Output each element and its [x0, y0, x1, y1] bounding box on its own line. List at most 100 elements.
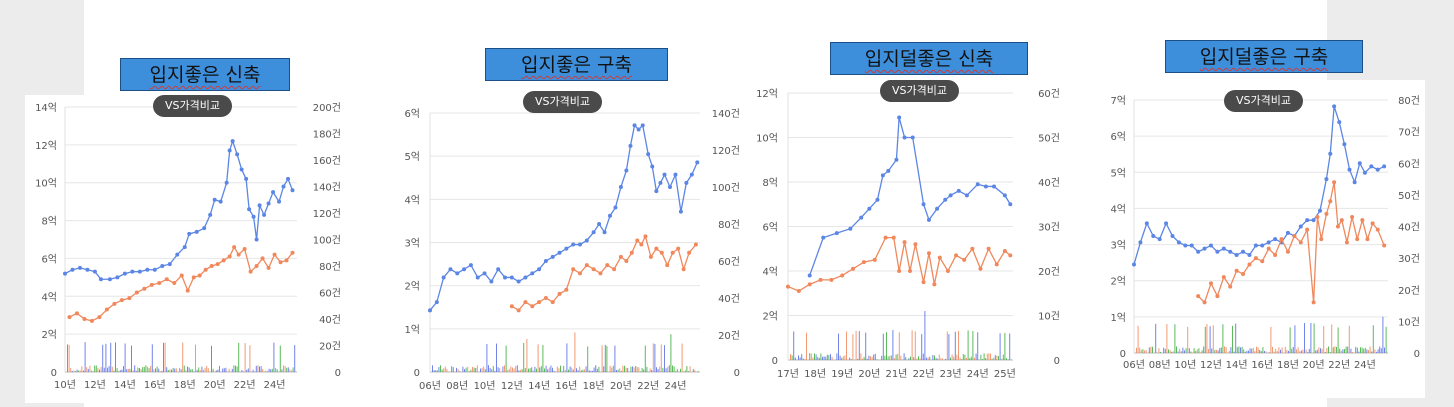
chart-1-series-1-point	[224, 180, 229, 185]
chart-4-series-1-point	[1266, 240, 1271, 245]
chart-1-volume-bar	[265, 370, 267, 372]
chart-1-x-tick: 18년	[174, 379, 196, 391]
chart-2-left-tick: 3억	[404, 238, 420, 250]
chart-3-volume-bar	[846, 331, 847, 360]
chart-3-x-tick: 19년	[831, 368, 853, 380]
chart-3-series-2-point	[786, 284, 790, 289]
chart-4-series-2-point	[1273, 252, 1278, 257]
chart-2-volume-bar	[598, 366, 600, 372]
chart-2-volume-bar	[620, 370, 622, 372]
chart-2-volume-bar	[456, 367, 457, 372]
chart-2-volume-bar	[630, 366, 632, 372]
chart-1-volume-bar	[268, 368, 270, 372]
chart-4-series-2-point	[1196, 294, 1201, 299]
chart-3-volume-bar	[818, 357, 820, 360]
chart-3-series-2-point	[902, 240, 907, 245]
chart-1-series-1-point	[230, 139, 235, 144]
chart-2-x-tick: 12년	[501, 380, 523, 392]
chart-1-series-2-point	[142, 286, 147, 291]
chart-1-series-2-point	[179, 273, 184, 278]
chart-2-volume-bar	[510, 366, 512, 372]
chart-4-volume-bar	[1238, 346, 1240, 353]
chart-3-series-2-point	[872, 257, 877, 262]
chart-2-volume-bar	[609, 365, 611, 372]
chart-3-series-1-point	[886, 168, 891, 173]
chart-2-series-2-point	[516, 308, 521, 313]
chart-2-series-2-point	[598, 271, 603, 276]
chart-4-volume-bar	[1220, 347, 1222, 353]
chart-3-volume-bar	[892, 330, 894, 360]
chart-2-volume-bar	[515, 366, 517, 372]
chart-4-volume-bar	[1360, 347, 1361, 353]
chart-1-volume-bar	[127, 369, 129, 372]
chart-1-volume-bar	[195, 344, 196, 372]
chart-4-series-1-point	[1305, 218, 1310, 223]
chart-2-series-2-point	[537, 300, 542, 305]
chart-2-series-1-point	[578, 242, 582, 247]
chart-3-series-2-point	[883, 235, 888, 240]
chart-2-volume-bar	[619, 368, 621, 372]
chart-3-volume-bar	[926, 357, 927, 360]
chart-1-volume-bar	[185, 370, 187, 372]
chart-1-series-2-point	[172, 281, 177, 286]
chart-1-compare-button[interactable]: VS가격비교	[153, 95, 232, 117]
chart-4-volume-bar	[1225, 347, 1227, 353]
chart-2-volume-bar	[641, 367, 643, 372]
chart-4-series-1-point	[1362, 170, 1367, 175]
chart-1-right-tick: 40건	[319, 314, 341, 326]
chart-2-volume-bar	[481, 367, 483, 372]
chart-4-series-2-point	[1253, 256, 1258, 261]
chart-1-volume-bar	[171, 369, 172, 372]
chart-3-x-tick: 20년	[858, 368, 880, 380]
chart-4-volume-bar	[1379, 346, 1381, 353]
chart-3-volume-bar	[794, 357, 796, 360]
chart-2-volume-bar	[464, 369, 465, 372]
chart-4-x-tick: 20년	[1303, 359, 1325, 371]
chart-2-compare-button[interactable]: VS가격비교	[523, 91, 602, 113]
chart-2-volume-bar	[611, 367, 613, 372]
chart-1-x-tick: 22년	[234, 379, 256, 391]
chart-3-volume-bar	[954, 331, 956, 360]
chart-2-series-2-point	[687, 250, 692, 255]
chart-1-series-1-point	[218, 199, 223, 204]
chart-3-series-2-point	[796, 289, 801, 294]
chart-2-volume-bar	[436, 370, 438, 372]
chart-4-compare-button[interactable]: VS가격비교	[1224, 90, 1303, 112]
chart-3-x-tick: 23년	[940, 368, 962, 380]
chart-2-left-tick: 4억	[404, 194, 420, 206]
chart-3-series-1-point	[859, 215, 864, 220]
chart-3-volume-bar	[849, 357, 851, 360]
chart-1-x-tick: 10년	[54, 379, 76, 391]
chart-1-volume-bar	[180, 369, 182, 372]
chart-3-volume-bar	[812, 357, 814, 360]
chart-3-right-tick: 30건	[1038, 222, 1060, 234]
chart-4-series-2-point	[1311, 300, 1316, 305]
chart-1-volume-bar	[89, 365, 91, 372]
chart-2-series-1-point	[658, 180, 663, 185]
chart-3-volume-bar	[972, 331, 974, 360]
chart-3-volume-bar	[881, 355, 883, 360]
chart-1-volume-bar	[147, 366, 148, 372]
chart-3-volume-bar	[884, 355, 886, 360]
chart-4-volume-bar	[1152, 346, 1153, 353]
chart-2-series-1-point	[489, 279, 494, 284]
chart-2-series-1-point	[462, 267, 467, 272]
chart-2-volume-bar	[465, 367, 467, 372]
chart-4-volume-bar	[1337, 327, 1339, 353]
chart-3-compare-button[interactable]: VS가격비교	[880, 80, 959, 102]
chart-4-series-2-point	[1305, 227, 1310, 232]
chart-3-volume-bar	[918, 356, 919, 360]
chart-2-series-2-point	[564, 287, 569, 292]
chart-1-volume-bar	[187, 366, 188, 372]
chart-4-right-tick: 50건	[1398, 190, 1420, 202]
chart-2-volume-bar	[470, 369, 472, 372]
chart-3-series-1-point	[902, 135, 907, 140]
chart-1-series-1-point	[266, 201, 271, 206]
chart-4-volume-bar	[1260, 350, 1262, 353]
chart-1-volume-bar	[262, 368, 264, 372]
chart-3-volume-bar	[852, 334, 854, 360]
chart-1-volume-bar	[131, 345, 132, 372]
chart-2-volume-bar	[440, 365, 441, 372]
chart-1-left-tick: 10억	[35, 178, 57, 190]
chart-4-volume-bar	[1214, 349, 1216, 353]
